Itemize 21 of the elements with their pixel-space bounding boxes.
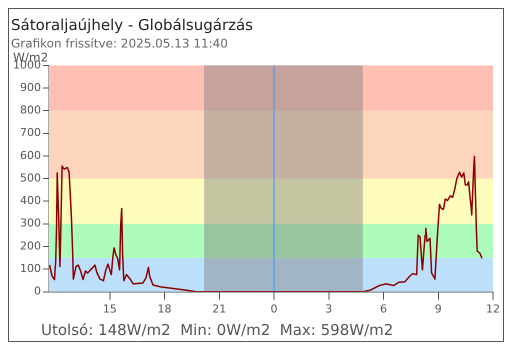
y-tick-label: 200 xyxy=(20,239,41,252)
y-tick-label: 500 xyxy=(20,171,41,184)
x-tick-label: 6 xyxy=(380,302,388,316)
chart-subtitle: Grafikon frissítve: 2025.05.13 11:40 xyxy=(11,36,228,50)
x-tick-label: 21 xyxy=(212,302,226,316)
y-tick-label: 0 xyxy=(34,284,41,298)
x-tick-label: 18 xyxy=(158,302,172,316)
x-tick-label: 0 xyxy=(270,302,278,316)
x-tick-label: 15 xyxy=(102,302,117,316)
x-tick-label: 9 xyxy=(434,302,442,316)
y-tick-label: 900 xyxy=(20,80,41,94)
x-tick-label: 12 xyxy=(486,302,500,316)
y-tick-label: 800 xyxy=(20,104,41,117)
y-tick-label: 700 xyxy=(20,126,41,140)
y-tick-label: 600 xyxy=(20,148,41,162)
text: Utolsó: 148W/m2 Min: 0W/m2 Max: 598W/m2 xyxy=(41,321,394,339)
x-tick-label: 3 xyxy=(325,302,332,316)
y-tick-label: 100 xyxy=(20,262,41,276)
chart-title: Sátoraljaújhely - Globálsugárzás xyxy=(11,16,254,34)
y-tick-label: 400 xyxy=(20,194,41,208)
y-tick-label: 300 xyxy=(20,216,41,230)
